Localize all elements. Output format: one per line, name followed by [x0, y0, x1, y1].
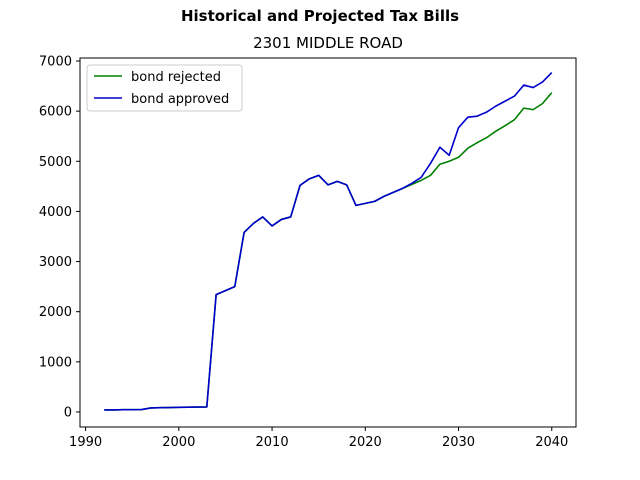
y-tick-label: 3000 [39, 255, 72, 270]
series-lines [104, 71, 553, 411]
y-tick-label: 5000 [39, 155, 72, 170]
x-tick-label: 2030 [442, 435, 475, 450]
legend-box [86, 64, 243, 112]
y-tick-label: 4000 [39, 205, 72, 220]
y-tick-label: 6000 [39, 105, 72, 120]
x-tick-label: 2010 [256, 435, 289, 450]
x-tick-label: 2040 [535, 435, 568, 450]
series-line-1 [104, 92, 553, 411]
x-tick-label: 2020 [349, 435, 382, 450]
x-tick-label: 1990 [69, 435, 102, 450]
legend: bond rejected bond approved [86, 64, 243, 112]
y-tick-label: 2000 [39, 305, 72, 320]
plot-frame [79, 57, 577, 428]
y-axis: 0 1000 2000 3000 4000 5000 6000 7000 [39, 55, 80, 420]
chart-suptitle: Historical and Projected Tax Bills [180, 7, 460, 25]
chart-title: 2301 MIDDLE ROAD [253, 34, 403, 52]
series-line-2 [104, 71, 553, 411]
y-tick-label: 1000 [39, 355, 72, 370]
y-tick-label: 7000 [39, 55, 72, 70]
legend-label: bond rejected [131, 70, 221, 85]
x-tick-label: 2000 [162, 435, 195, 450]
x-axis: 1990 2000 2010 2020 2030 2040 [69, 427, 568, 450]
legend-label: bond approved [131, 92, 229, 107]
y-tick-label: 0 [64, 405, 72, 420]
